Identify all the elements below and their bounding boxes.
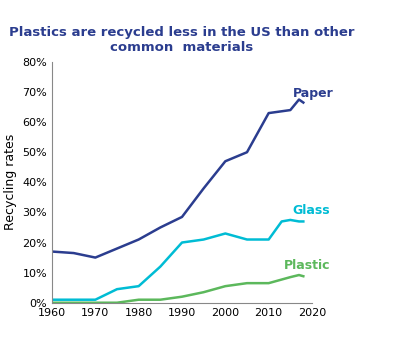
Text: Paper: Paper bbox=[292, 87, 333, 100]
Text: Glass: Glass bbox=[292, 204, 330, 217]
Y-axis label: Recycling rates: Recycling rates bbox=[4, 134, 17, 230]
Text: Plastic: Plastic bbox=[284, 259, 330, 272]
Title: Plastics are recycled less in the US than other
common  materials: Plastics are recycled less in the US tha… bbox=[9, 26, 355, 54]
